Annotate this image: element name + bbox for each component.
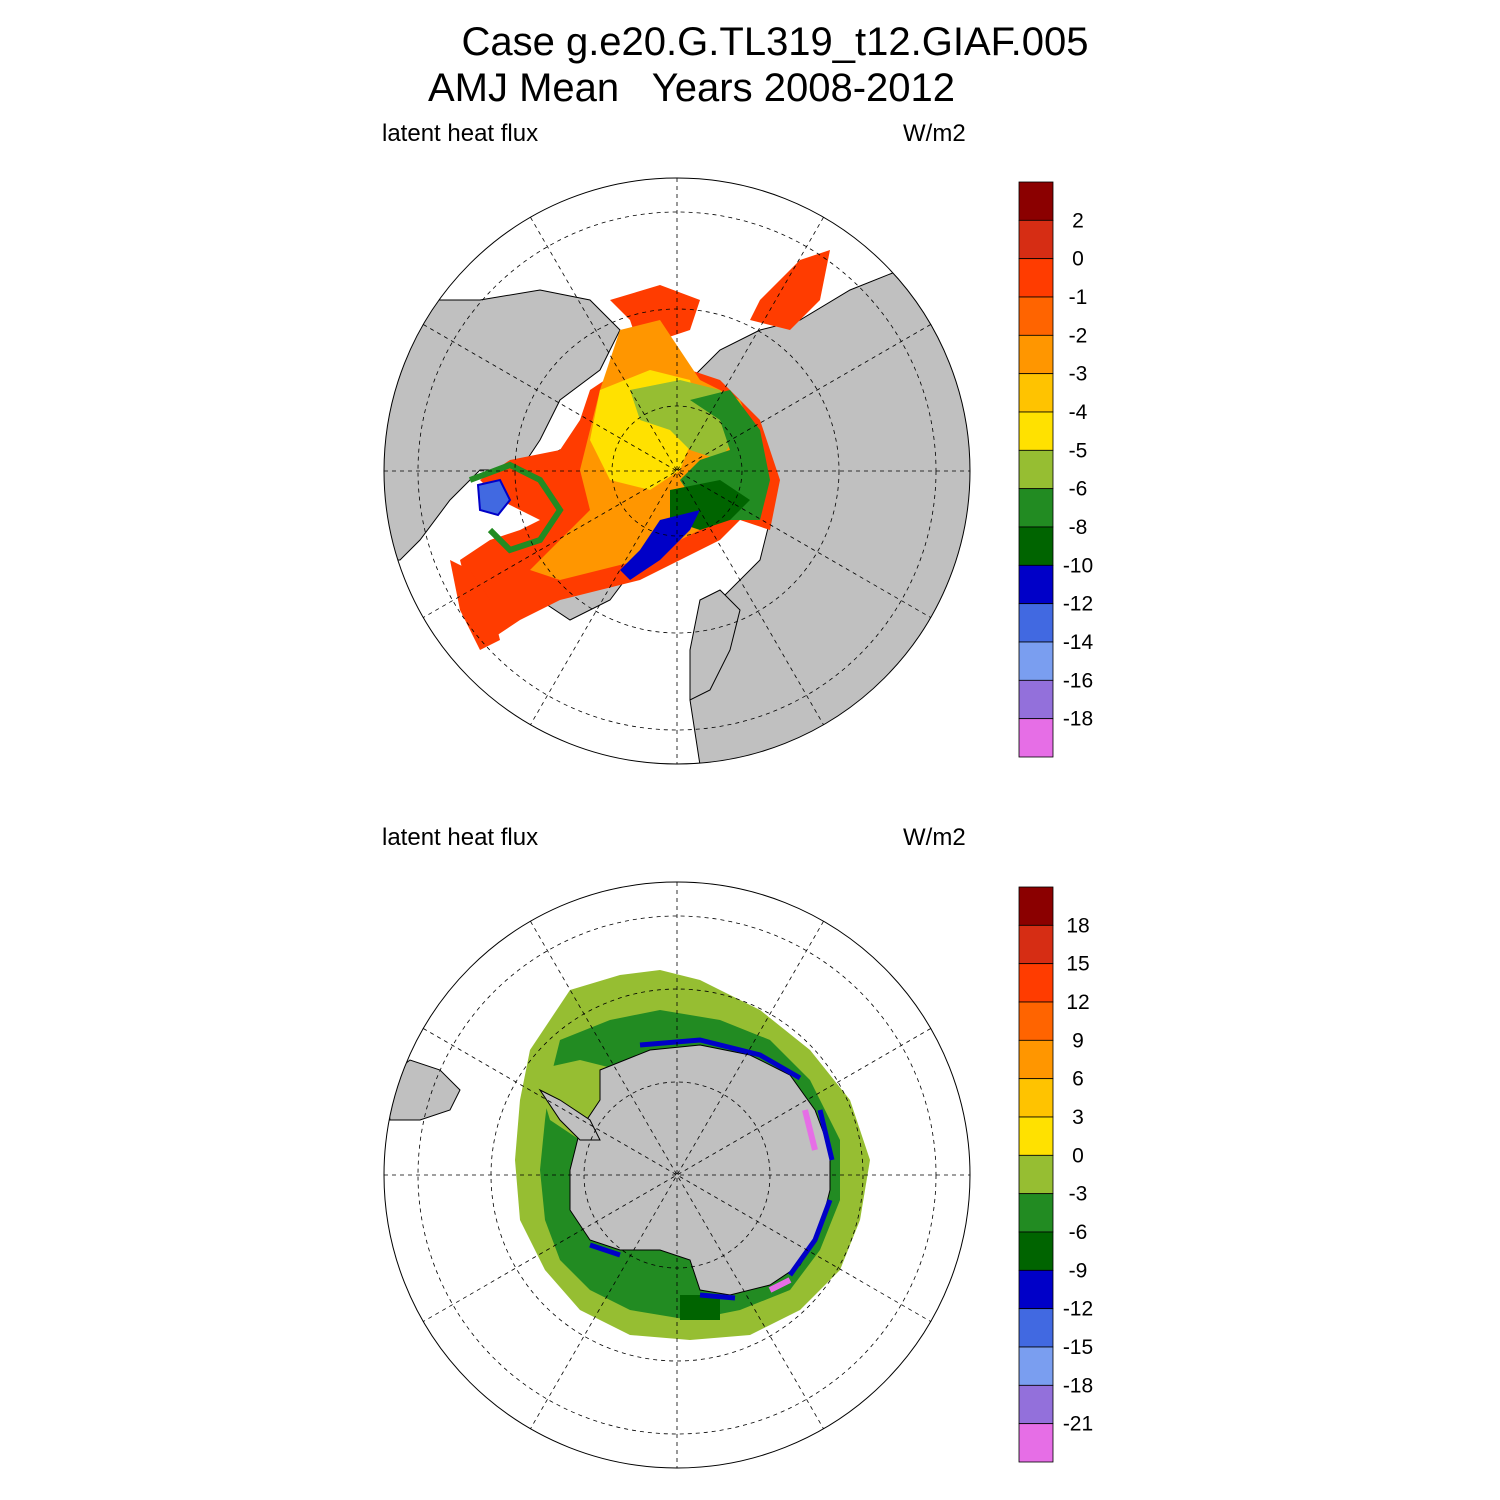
north-colorbar-label: -10	[1063, 554, 1093, 577]
north-colorbar-label: -16	[1063, 669, 1093, 692]
north-colorbar-box	[1018, 449, 1054, 490]
figure-title-line1: Case g.e20.G.TL319_t12.GIAF.005	[461, 20, 1089, 64]
south-colorbar-label: -3	[1069, 1183, 1088, 1206]
north-colorbar-label: -6	[1069, 478, 1088, 501]
north-colorbar-box	[1018, 219, 1054, 260]
south-colorbar-label: 18	[1066, 914, 1089, 937]
south-colorbar-box	[1018, 1231, 1054, 1271]
north-colorbar-label: -4	[1069, 401, 1088, 424]
north-land-scandinavia	[689, 589, 741, 701]
south-polar-map	[383, 881, 971, 1469]
south-land-south-america	[384, 1059, 461, 1121]
south-colorbar-label: -12	[1063, 1298, 1093, 1321]
north-map-content	[384, 250, 970, 764]
south-land-antarctica	[569, 1044, 831, 1296]
north-graticule	[384, 178, 970, 764]
north-variable-label: latent heat flux	[382, 120, 539, 147]
south-colorbar-box	[1018, 924, 1054, 965]
north-colorbar-box	[1018, 641, 1054, 681]
north-land-north-america	[384, 289, 621, 561]
north-map-border	[383, 177, 971, 765]
south-colorbar-box	[1018, 1269, 1054, 1310]
north-colorbar-label: -8	[1069, 516, 1088, 539]
south-colorbar-box	[1018, 1154, 1054, 1195]
south-colorbar-box	[1018, 1193, 1054, 1233]
north-colorbar-label: -12	[1063, 593, 1093, 616]
north-colorbar-label: -3	[1069, 363, 1088, 386]
south-map-border	[383, 881, 971, 1469]
north-colorbar-label: -1	[1069, 286, 1088, 309]
south-colorbar-box	[1018, 1001, 1054, 1041]
south-colorbar-box	[1018, 1423, 1054, 1463]
south-land-peninsula	[538, 1088, 601, 1141]
south-colorbar-label: -15	[1063, 1336, 1093, 1359]
north-colorbar-box	[1018, 181, 1054, 221]
south-colorbar-label: 0	[1072, 1144, 1084, 1167]
figure-title-line2: AMJ Mean Years 2008-2012	[428, 66, 956, 110]
south-colorbar-box	[1018, 1346, 1054, 1386]
south-field-coast-magenta	[768, 1109, 818, 1293]
north-field-hudson-blue	[476, 478, 512, 517]
north-colorbar-label: -14	[1063, 631, 1094, 654]
south-variable-label: latent heat flux	[382, 824, 539, 851]
north-colorbar-box	[1018, 718, 1054, 758]
north-colorbar-box	[1018, 488, 1054, 528]
south-map-content	[384, 970, 870, 1340]
north-colorbar-box	[1018, 564, 1054, 605]
south-colorbar-box	[1018, 963, 1054, 1003]
north-colorbar-box	[1018, 526, 1054, 566]
south-colorbar-label: -9	[1069, 1259, 1088, 1282]
south-colorbar-box	[1018, 1039, 1054, 1080]
south-colorbar: 18 15 12 9 6 3 0 -3 -6 -9 -12 -15 -18 -21	[1018, 886, 1093, 1463]
north-colorbar-box	[1018, 334, 1054, 375]
south-field-coast-blue	[589, 1037, 835, 1301]
north-colorbar-box	[1018, 296, 1054, 336]
north-polar-map	[383, 177, 971, 765]
north-colorbar-label: -2	[1069, 324, 1088, 347]
north-colorbar-box	[1018, 373, 1054, 413]
south-colorbar-label: -18	[1063, 1374, 1093, 1397]
north-colorbar-box	[1018, 679, 1054, 720]
south-colorbar-label: 3	[1072, 1106, 1084, 1129]
south-colorbar-label: 15	[1066, 953, 1089, 976]
north-field-hudson-green	[468, 461, 564, 554]
south-colorbar-label: -21	[1063, 1413, 1093, 1436]
south-colorbar-label: 12	[1066, 991, 1089, 1014]
north-colorbar-label: -18	[1063, 708, 1093, 731]
north-units-label: W/m2	[903, 120, 966, 147]
north-colorbar: 2 0 -1 -2 -3 -4 -5 -6 -8 -10 -12 -14 -16 -18	[1018, 181, 1094, 758]
south-colorbar-box	[1018, 1078, 1054, 1118]
south-colorbar-label: 6	[1072, 1068, 1084, 1091]
north-colorbar-label: 0	[1072, 248, 1084, 271]
south-colorbar-box	[1018, 886, 1054, 926]
north-colorbar-box	[1018, 603, 1054, 643]
south-field-dark-green	[680, 1295, 720, 1320]
south-colorbar-box	[1018, 1308, 1054, 1348]
south-graticule	[384, 882, 970, 1468]
north-colorbar-box	[1018, 411, 1054, 451]
south-units-label: W/m2	[903, 824, 966, 851]
north-colorbar-box	[1018, 258, 1054, 298]
north-field-blue-strip	[620, 510, 700, 580]
south-colorbar-label: 9	[1072, 1029, 1084, 1052]
south-colorbar-label: -6	[1069, 1221, 1088, 1244]
south-colorbar-box	[1018, 1116, 1054, 1156]
north-field-labrador-red	[450, 560, 500, 650]
north-colorbar-label: 2	[1072, 209, 1084, 232]
north-colorbar-label: -5	[1069, 439, 1088, 462]
south-colorbar-box	[1018, 1384, 1054, 1425]
